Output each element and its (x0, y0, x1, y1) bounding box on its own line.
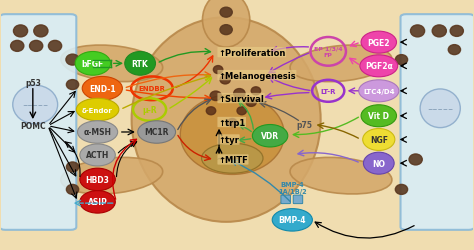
Ellipse shape (13, 26, 27, 38)
Text: PGE2: PGE2 (367, 38, 390, 48)
Ellipse shape (132, 18, 320, 222)
Text: VDR: VDR (261, 132, 279, 141)
Text: POMC: POMC (20, 122, 46, 131)
Ellipse shape (363, 129, 395, 151)
Ellipse shape (228, 119, 237, 127)
Ellipse shape (220, 76, 230, 84)
Ellipse shape (75, 52, 110, 76)
Text: NGF: NGF (370, 136, 388, 144)
Ellipse shape (237, 107, 246, 115)
Text: END-1: END-1 (89, 84, 116, 94)
Ellipse shape (80, 144, 115, 166)
Text: ~~~~~: ~~~~~ (427, 107, 453, 112)
FancyBboxPatch shape (293, 195, 303, 204)
Text: MC1R: MC1R (145, 128, 169, 137)
Ellipse shape (361, 32, 397, 54)
Text: ↑tyr: ↑tyr (218, 136, 239, 144)
Ellipse shape (432, 26, 447, 38)
FancyBboxPatch shape (281, 195, 291, 204)
Ellipse shape (66, 185, 79, 194)
Text: HBD3: HBD3 (86, 175, 109, 184)
Ellipse shape (450, 26, 464, 37)
Ellipse shape (13, 86, 58, 124)
Text: PGF2α: PGF2α (365, 62, 392, 71)
Text: p53: p53 (25, 78, 41, 87)
Ellipse shape (29, 41, 43, 52)
Text: ACTH: ACTH (86, 151, 109, 160)
Ellipse shape (220, 8, 232, 18)
Text: EP 1/3/4
FP: EP 1/3/4 FP (314, 47, 343, 58)
Ellipse shape (77, 121, 118, 144)
Text: ~~~~~: ~~~~~ (22, 103, 48, 108)
Text: ↑Survival: ↑Survival (218, 94, 264, 103)
Ellipse shape (395, 56, 408, 65)
Ellipse shape (364, 152, 394, 174)
Ellipse shape (251, 88, 261, 96)
Text: LTC4/D4: LTC4/D4 (363, 88, 394, 94)
Text: ↑trp1: ↑trp1 (218, 118, 246, 127)
Ellipse shape (138, 121, 175, 144)
FancyBboxPatch shape (0, 15, 76, 230)
Ellipse shape (66, 55, 79, 66)
Ellipse shape (82, 77, 122, 101)
Text: RTK: RTK (132, 60, 148, 68)
Ellipse shape (395, 185, 408, 194)
Ellipse shape (180, 95, 284, 175)
Ellipse shape (234, 89, 245, 99)
Ellipse shape (420, 90, 460, 128)
Text: p75: p75 (296, 120, 312, 130)
Ellipse shape (80, 191, 115, 213)
Ellipse shape (410, 26, 425, 38)
Ellipse shape (252, 125, 288, 148)
Ellipse shape (61, 46, 163, 82)
Ellipse shape (34, 26, 48, 38)
Text: α-MSH: α-MSH (83, 128, 111, 137)
Ellipse shape (66, 162, 79, 172)
Text: ↑MITF: ↑MITF (218, 155, 248, 164)
Ellipse shape (290, 46, 392, 82)
Ellipse shape (272, 209, 312, 231)
Ellipse shape (66, 80, 79, 90)
Ellipse shape (290, 158, 392, 194)
Text: ENDBR: ENDBR (138, 86, 165, 92)
Ellipse shape (48, 41, 62, 52)
Ellipse shape (61, 158, 163, 194)
Ellipse shape (409, 154, 422, 165)
Ellipse shape (220, 26, 232, 36)
Ellipse shape (448, 46, 461, 56)
Ellipse shape (359, 80, 399, 102)
Ellipse shape (361, 105, 397, 127)
Ellipse shape (360, 56, 398, 78)
Text: BMP-4
1A/1B/2: BMP-4 1A/1B/2 (278, 181, 307, 194)
Text: LT-R: LT-R (320, 88, 336, 94)
Ellipse shape (201, 144, 263, 174)
Text: μ-R: μ-R (142, 106, 157, 114)
Text: δ-Endor: δ-Endor (82, 107, 113, 113)
Text: ASIP: ASIP (88, 198, 108, 206)
Text: ~~~~~: ~~~~~ (216, 155, 248, 164)
Text: ↑Proliferation: ↑Proliferation (218, 48, 285, 58)
Ellipse shape (246, 98, 256, 107)
Ellipse shape (10, 41, 24, 52)
Text: NO: NO (372, 159, 385, 168)
Text: BMP-4: BMP-4 (279, 216, 306, 224)
Ellipse shape (202, 0, 250, 48)
Ellipse shape (76, 99, 119, 121)
Ellipse shape (210, 92, 221, 101)
Ellipse shape (213, 66, 223, 74)
Text: ↑Melanogenesis: ↑Melanogenesis (218, 71, 296, 80)
Ellipse shape (80, 168, 115, 191)
Text: bFGF: bFGF (82, 60, 104, 68)
Ellipse shape (206, 107, 216, 115)
Text: Vit D: Vit D (368, 112, 389, 121)
Ellipse shape (125, 52, 155, 76)
FancyBboxPatch shape (401, 15, 474, 230)
